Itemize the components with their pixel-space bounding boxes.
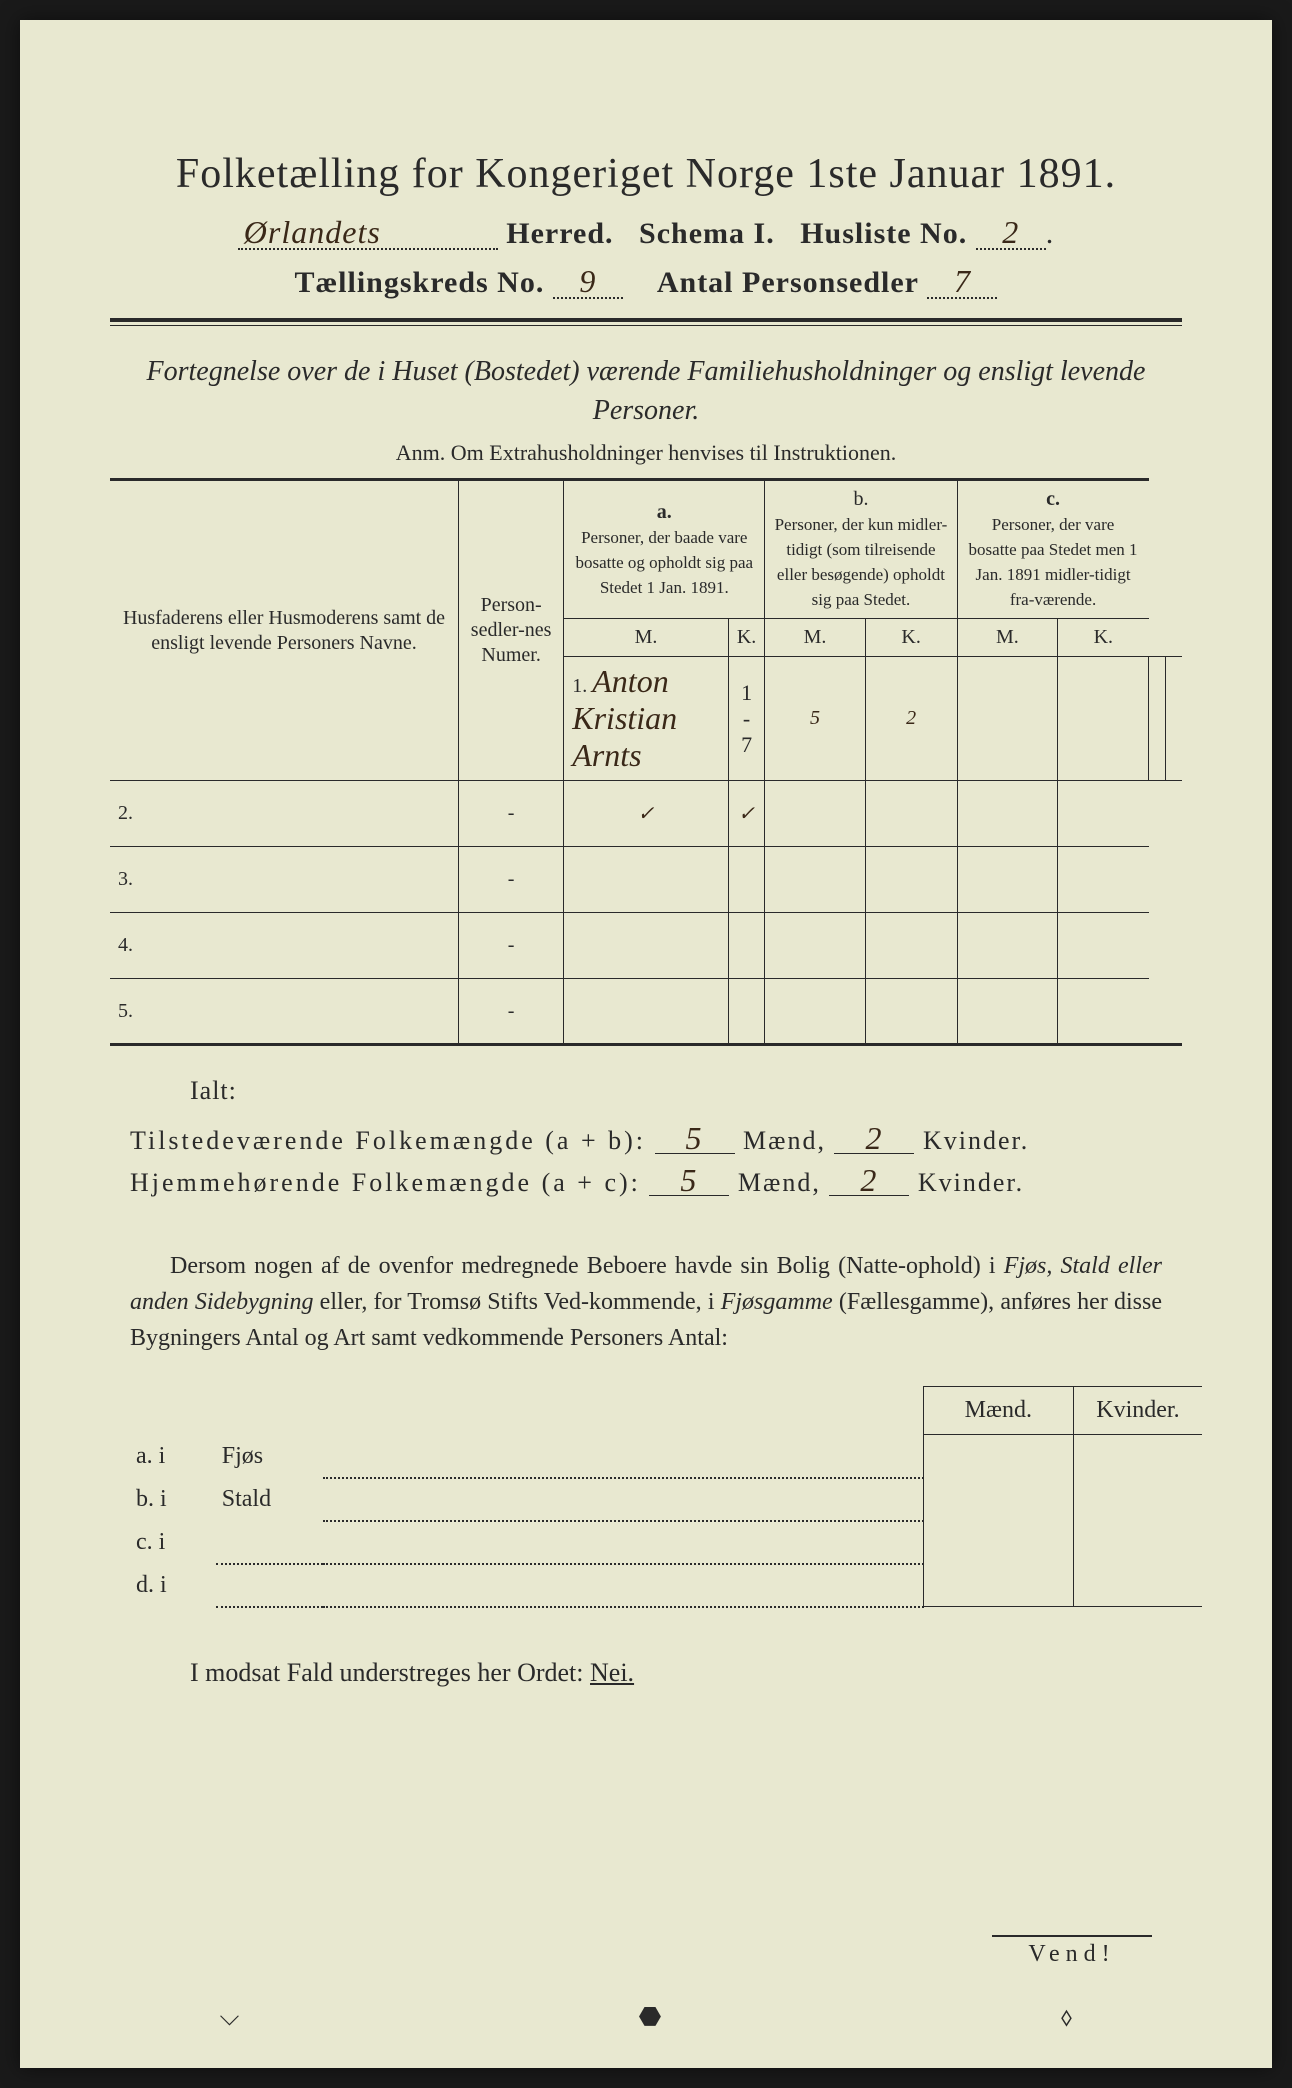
- antal-label: Antal Personsedler: [657, 266, 919, 299]
- side-row: d. i: [130, 1564, 1202, 1607]
- side-maend-header: Mænd.: [923, 1387, 1073, 1435]
- side-row: c. i: [130, 1521, 1202, 1564]
- subtitle-text: Fortegnelse over de i Huset (Bostedet) v…: [110, 352, 1182, 430]
- table-row: 4. -: [110, 913, 1182, 979]
- husliste-label: Husliste No.: [800, 217, 967, 250]
- kreds-label: Tællingskreds No.: [295, 266, 545, 299]
- col-b-m: M.: [765, 619, 865, 657]
- ialt-label: Ialt:: [190, 1076, 1182, 1106]
- side-kvinder-header: Kvinder.: [1073, 1387, 1202, 1435]
- summary-resident: Hjemmehørende Folkemængde (a + c): 5 Mæn…: [130, 1166, 1182, 1198]
- cell-b-m: [957, 657, 1058, 781]
- husliste-no-field: 2: [976, 216, 1046, 250]
- col-header-numer: Person-sedler-nes Numer.: [459, 480, 564, 781]
- cell-b-k: [1058, 657, 1149, 781]
- cell-c-m: [1149, 657, 1166, 781]
- nei-word: Nei.: [590, 1658, 634, 1687]
- col-c-k: K.: [1058, 619, 1149, 657]
- census-form-page: Folketælling for Kongeriget Norge 1ste J…: [20, 20, 1272, 2068]
- summary-present: Tilstedeværende Folkemængde (a + b): 5 M…: [130, 1124, 1182, 1156]
- table-row: 5. -: [110, 979, 1182, 1045]
- kreds-line: Tællingskreds No. 9 Antal Personsedler 7: [110, 265, 1182, 300]
- side-row: b. i Stald: [130, 1478, 1202, 1521]
- cell-a-m: 5: [765, 657, 865, 781]
- herred-label: Herred.: [506, 217, 613, 250]
- antal-field: 7: [927, 265, 997, 299]
- note-text: Anm. Om Extrahusholdninger henvises til …: [110, 440, 1182, 466]
- cell-a-k: 2: [865, 657, 957, 781]
- herred-line: Ørlandets Herred. Schema I. Husliste No.…: [110, 216, 1182, 251]
- table-row: 2. - ✓ ✓: [110, 781, 1182, 847]
- col-a-k: K.: [728, 619, 764, 657]
- row-name-cell: 1. Anton Kristian Arnts: [564, 657, 729, 781]
- schema-label: Schema I.: [639, 217, 775, 250]
- row-num-cell: 1 - 7: [728, 657, 764, 781]
- modsat-line: I modsat Fald understreges her Ordet: Ne…: [190, 1658, 1182, 1688]
- present-k-field: 2: [834, 1124, 914, 1154]
- col-header-c: c. Personer, der vare bosatte paa Stedet…: [957, 480, 1148, 619]
- side-building-paragraph: Dersom nogen af de ovenfor medregnede Be…: [130, 1248, 1162, 1356]
- col-header-a: a. Personer, der baade vare bosatte og o…: [564, 480, 765, 619]
- col-c-m: M.: [957, 619, 1058, 657]
- cell-c-k: [1166, 657, 1183, 781]
- col-header-names: Husfaderens eller Husmoderens samt de en…: [110, 480, 459, 781]
- page-corner-marks: ⌵ ⬣ ⬨: [20, 2002, 1272, 2033]
- side-row: a. i Fjøs: [130, 1435, 1202, 1478]
- col-b-k: K.: [865, 619, 957, 657]
- table-row: 3. -: [110, 847, 1182, 913]
- resident-m-field: 5: [649, 1166, 729, 1196]
- horizontal-rule: [110, 318, 1182, 326]
- side-buildings-table: Mænd. Kvinder. a. i Fjøs b. i Stald c. i…: [130, 1386, 1202, 1608]
- col-a-m: M.: [564, 619, 729, 657]
- persons-table: Husfaderens eller Husmoderens samt de en…: [110, 478, 1182, 1046]
- kreds-no-field: 9: [553, 265, 623, 299]
- page-title: Folketælling for Kongeriget Norge 1ste J…: [110, 150, 1182, 198]
- vend-label: Vend!: [992, 1935, 1152, 1968]
- herred-field: Ørlandets: [238, 216, 498, 250]
- resident-k-field: 2: [829, 1166, 909, 1196]
- col-header-b: b. Personer, der kun midler-tidigt (som …: [765, 480, 957, 619]
- present-m-field: 5: [655, 1124, 735, 1154]
